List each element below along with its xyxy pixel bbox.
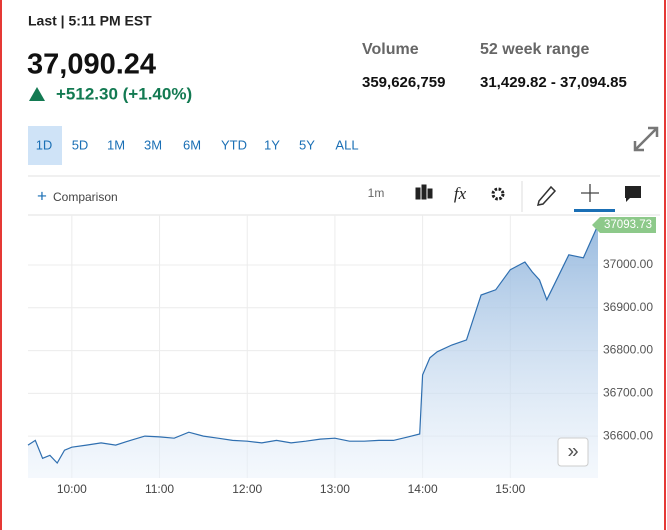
range-button[interactable]: 3M: [144, 137, 162, 152]
studies[interactable]: fx: [454, 184, 467, 203]
range-button[interactable]: 5Y: [299, 137, 315, 152]
candle-icon[interactable]: [415, 184, 433, 200]
y-tick-label: 36900.00: [603, 300, 653, 314]
settings-icon[interactable]: [491, 187, 505, 201]
range-button[interactable]: 5D: [72, 137, 89, 152]
volume-label: Volume: [362, 41, 419, 58]
y-tick-label: 37000.00: [603, 257, 653, 271]
edge: [664, 0, 666, 530]
range-button[interactable]: 6M: [183, 137, 201, 152]
last-label: Last | 5:11 PM EST: [28, 13, 152, 29]
price: 37,090.24: [27, 49, 156, 81]
draw-icon[interactable]: [536, 185, 557, 206]
candle[interactable]: [427, 188, 433, 199]
y-tick-label: 36700.00: [603, 385, 653, 399]
last-price-tag: [592, 216, 656, 233]
x-tick-label: 10:00: [57, 482, 87, 496]
comparison[interactable]: Comparison: [53, 190, 118, 204]
range-button[interactable]: 1M: [107, 137, 125, 152]
range-button[interactable]: 1D: [36, 137, 53, 152]
comment-icon[interactable]: [625, 186, 641, 202]
range: 31,429.82 - 37,094.85: [480, 74, 627, 91]
area: [28, 225, 598, 478]
range-button[interactable]: 1Y: [264, 137, 280, 152]
plot: 36600.00 36700.00 36800.00 36900.00 37000.00…: [27, 215, 656, 496]
range-button[interactable]: YTD: [221, 137, 247, 152]
candle[interactable]: [421, 184, 427, 200]
interval[interactable]: 1m: [368, 186, 385, 200]
candle[interactable]: [415, 187, 421, 200]
range-button[interactable]: ALL: [335, 137, 358, 152]
x-tick-label: 15:00: [495, 482, 525, 496]
x-tick-label: 11:00: [145, 482, 174, 496]
expand-icon-path[interactable]: [633, 126, 659, 152]
active-underline: [574, 209, 615, 212]
up-arrow: [29, 87, 45, 101]
plus[interactable]: +: [37, 186, 47, 205]
edge: [0, 0, 2, 530]
change: +512.30 (+1.40%): [56, 84, 192, 103]
x-tick-label: 13:00: [320, 482, 350, 496]
x-tick-label: 12:00: [232, 482, 262, 496]
volume: 359,626,759: [362, 74, 445, 91]
y-tick-label: 36600.00: [603, 428, 653, 442]
line: [27, 224, 599, 464]
scroll-button[interactable]: [557, 437, 589, 467]
scroll-label[interactable]: »: [567, 440, 578, 462]
y-tick-label: 36800.00: [603, 343, 653, 357]
range-selected: [28, 126, 62, 165]
expand-icon[interactable]: [633, 126, 659, 152]
x-tick-label: 14:00: [408, 482, 438, 496]
range-label: 52 week range: [480, 41, 590, 58]
crosshair-icon[interactable]: [581, 184, 599, 202]
last-price-label: 37093.73: [604, 219, 652, 231]
